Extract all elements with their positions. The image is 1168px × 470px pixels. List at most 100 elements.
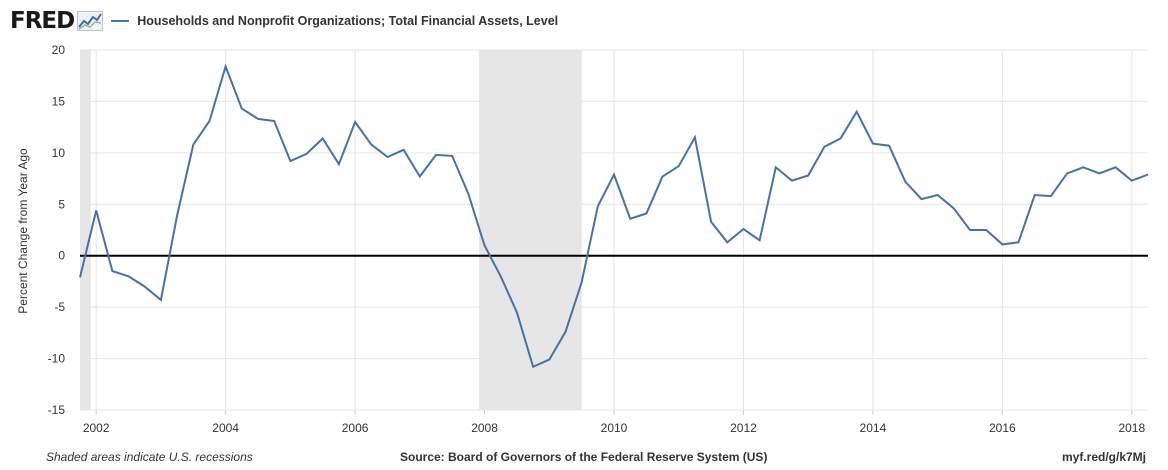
data-point[interactable] [336, 162, 341, 167]
data-point[interactable] [369, 142, 374, 147]
data-point[interactable] [256, 116, 261, 121]
line-chart-icon [77, 11, 104, 31]
data-point[interactable] [272, 118, 277, 123]
x-tick-label: 2002 [83, 421, 110, 435]
y-tick-label: 15 [52, 94, 66, 108]
y-axis-ticks: -15 -10 -5 0 5 10 15 20 [48, 43, 66, 417]
y-tick-label: -10 [48, 352, 66, 366]
data-point[interactable] [385, 154, 390, 159]
data-point[interactable] [692, 135, 697, 140]
x-tick-label: 2014 [860, 421, 887, 435]
data-point[interactable] [951, 206, 956, 211]
data-point[interactable] [1146, 172, 1151, 177]
data-point[interactable] [158, 297, 163, 302]
data-point[interactable] [498, 274, 503, 279]
data-point[interactable] [579, 280, 584, 285]
data-point[interactable] [239, 106, 244, 111]
data-point[interactable] [887, 143, 892, 148]
x-tick-label: 2010 [601, 421, 628, 435]
data-point[interactable] [126, 274, 131, 279]
data-point[interactable] [968, 228, 973, 233]
data-point[interactable] [870, 141, 875, 146]
data-point[interactable] [757, 238, 762, 243]
chart-header: FRED Households and Nonprofit Organizati… [10, 4, 1160, 38]
y-tick-label: 0 [58, 249, 65, 263]
data-point[interactable] [725, 240, 730, 245]
data-point[interactable] [790, 178, 795, 183]
line-chart: -15 -10 -5 0 5 10 15 20 2002 2004 2006 2008 2010 201… [16, 43, 1151, 435]
x-tick-label: 2016 [989, 421, 1016, 435]
data-point[interactable] [838, 136, 843, 141]
data-point[interactable] [482, 243, 487, 248]
data-point[interactable] [660, 174, 665, 179]
data-point[interactable] [612, 172, 617, 177]
data-point[interactable] [1113, 165, 1118, 170]
data-point[interactable] [903, 179, 908, 184]
x-tick-label: 2006 [342, 421, 369, 435]
data-point[interactable] [353, 120, 358, 125]
data-point[interactable] [1016, 240, 1021, 245]
data-point[interactable] [709, 219, 714, 224]
recession-band-0 [80, 50, 91, 410]
y-axis-label: Percent Change from Year Ago [16, 148, 30, 314]
data-point[interactable] [142, 284, 147, 289]
data-point[interactable] [78, 275, 83, 280]
data-point[interactable] [320, 136, 325, 141]
x-axis-ticks: 2002 2004 2006 2008 2010 2012 2014 2016 2018 [83, 410, 1145, 435]
legend-swatch [111, 20, 130, 22]
recession-band-1 [479, 50, 582, 410]
data-point[interactable] [1081, 165, 1086, 170]
data-point[interactable] [304, 151, 309, 156]
data-point[interactable] [935, 193, 940, 198]
x-tick-label: 2018 [1118, 421, 1145, 435]
y-tick-label: 10 [52, 146, 66, 160]
data-point[interactable] [628, 216, 633, 221]
data-point[interactable] [563, 329, 568, 334]
legend-series-title[interactable]: Households and Nonprofit Organizations; … [137, 14, 559, 28]
data-point[interactable] [1097, 171, 1102, 176]
data-point[interactable] [110, 269, 115, 274]
series-line[interactable] [79, 63, 1149, 369]
data-point[interactable] [191, 142, 196, 147]
data-point[interactable] [806, 173, 811, 178]
data-point[interactable] [984, 228, 989, 233]
short-link[interactable]: myf.red/g/k7Mj [1061, 450, 1146, 464]
data-point[interactable] [595, 204, 600, 209]
data-point[interactable] [514, 310, 519, 315]
data-point[interactable] [175, 213, 180, 218]
y-tick-label: -5 [54, 300, 65, 314]
data-point[interactable] [288, 159, 293, 164]
data-point[interactable] [676, 164, 681, 169]
data-point[interactable] [417, 174, 422, 179]
source-text: Source: Board of Governors of the Federa… [400, 450, 768, 464]
x-tick-label: 2008 [471, 421, 498, 435]
data-point[interactable] [223, 64, 228, 69]
data-point[interactable] [466, 192, 471, 197]
y-tick-label: 20 [52, 43, 66, 57]
chart-footer: Shaded areas indicate U.S. recessions So… [0, 448, 1168, 468]
data-point[interactable] [854, 109, 859, 114]
x-tick-label: 2004 [212, 421, 239, 435]
data-point[interactable] [547, 357, 552, 362]
data-point[interactable] [94, 208, 99, 213]
data-point[interactable] [644, 211, 649, 216]
fred-logo[interactable]: FRED [10, 8, 75, 34]
x-tick-label: 2012 [730, 421, 757, 435]
data-point[interactable] [434, 152, 439, 157]
y-tick-label: 5 [58, 197, 65, 211]
recession-bands [80, 50, 582, 410]
data-point[interactable] [531, 364, 536, 369]
data-point[interactable] [773, 165, 778, 170]
data-point[interactable] [450, 153, 455, 158]
data-point[interactable] [1129, 178, 1134, 183]
data-point[interactable] [1032, 193, 1037, 198]
data-point[interactable] [1000, 242, 1005, 247]
data-point[interactable] [207, 118, 212, 123]
data-point[interactable] [822, 144, 827, 149]
recession-note: Shaded areas indicate U.S. recessions [46, 450, 253, 464]
data-point[interactable] [1048, 194, 1053, 199]
data-point[interactable] [919, 197, 924, 202]
data-point[interactable] [401, 147, 406, 152]
data-point[interactable] [1065, 171, 1070, 176]
data-point[interactable] [741, 226, 746, 231]
